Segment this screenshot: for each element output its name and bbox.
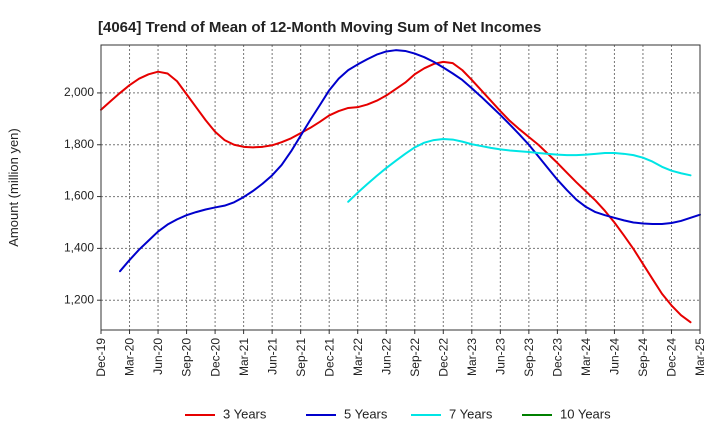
chart-title: [4064] Trend of Mean of 12-Month Moving … xyxy=(98,19,541,36)
x-tick-label: Sep-20 xyxy=(180,338,194,377)
legend-label-3-years: 3 Years xyxy=(223,406,267,421)
series-line-5-years xyxy=(119,49,701,273)
x-tick-label: Mar-25 xyxy=(693,338,707,376)
x-tick-label: Dec-24 xyxy=(665,338,679,377)
x-tick-label: Dec-23 xyxy=(551,338,565,377)
x-tick-label: Jun-21 xyxy=(265,338,279,375)
y-tick-label: 1,800 xyxy=(64,137,94,151)
y-tick-label: 2,000 xyxy=(64,85,94,99)
x-tick-label: Mar-24 xyxy=(579,338,593,376)
y-tick-label: 1,400 xyxy=(64,241,94,255)
y-tick-labels: 1,200 1,400 1,600 1,800 2,000 xyxy=(64,85,101,306)
x-tick-label: Sep-23 xyxy=(522,338,536,377)
x-tick-label: Jun-20 xyxy=(151,338,165,375)
y-axis-label: Amount (million yen) xyxy=(6,128,21,247)
legend-label-7-years: 7 Years xyxy=(449,406,493,421)
x-tick-label: Mar-22 xyxy=(351,338,365,376)
series-lines xyxy=(100,49,701,324)
y-tick-label: 1,600 xyxy=(64,189,94,203)
y-tick-label: 1,200 xyxy=(64,292,94,306)
x-tick-label: Dec-20 xyxy=(208,338,222,377)
x-tick-label: Mar-20 xyxy=(123,338,137,376)
x-tick-labels: Dec-19 Mar-20 Jun-20 Sep-20 Dec-20 Mar-21 Jun-… xyxy=(94,330,707,377)
legend: 3 Years 5 Years 7 Years 10 Years xyxy=(185,406,611,421)
x-tick-label: Sep-22 xyxy=(408,338,422,377)
x-tick-label: Sep-24 xyxy=(636,338,650,377)
x-tick-label: Jun-23 xyxy=(494,338,508,375)
x-tick-label: Jun-22 xyxy=(379,338,393,375)
x-tick-label: Jun-24 xyxy=(608,338,622,375)
plot-frame xyxy=(100,44,701,331)
x-tick-label: Mar-23 xyxy=(465,338,479,376)
x-tick-label: Dec-22 xyxy=(436,338,450,377)
legend-label-10-years: 10 Years xyxy=(560,406,611,421)
x-tick-label: Mar-21 xyxy=(237,338,251,376)
x-tick-label: Dec-19 xyxy=(94,338,108,377)
legend-label-5-years: 5 Years xyxy=(344,406,388,421)
series-line-3-years xyxy=(100,60,692,324)
x-tick-label: Sep-21 xyxy=(294,338,308,377)
grid xyxy=(101,45,700,330)
series-line-7-years xyxy=(347,138,692,203)
x-tick-label: Dec-21 xyxy=(322,338,336,377)
